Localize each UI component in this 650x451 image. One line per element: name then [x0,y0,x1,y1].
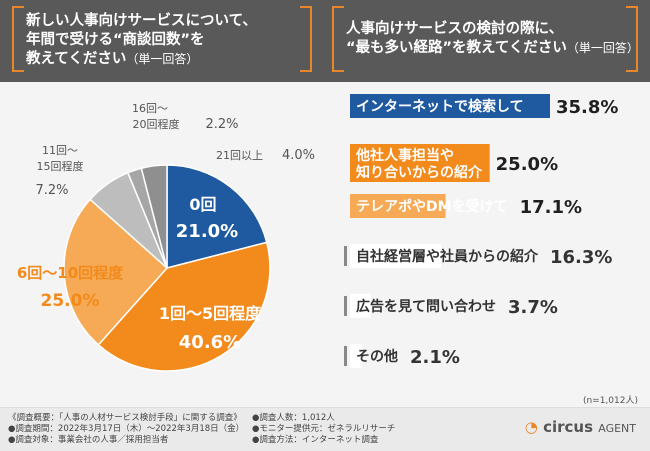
bar [350,144,490,182]
slice-label-0: 0回 [189,195,216,214]
slice-label-3b: 15回程度 [37,159,84,173]
slice-value-4: 2.2% [205,117,238,132]
survey-info-col2: ●調査人数：1,012人 ●モニター提供元：ゼネラルリサーチ ●調査方法：インタ… [252,413,396,445]
bar-accent [344,296,347,316]
slice-label-4a: 16回〜 [132,102,168,115]
bracket-corner [300,6,310,8]
bracket-corner [626,70,636,72]
bar [350,244,442,268]
bar-category-label: インターネットで検索して [356,98,524,115]
bracket-corner [300,70,310,72]
bar-category-label: 広告を見て問い合わせ [356,298,496,315]
bar-accent [344,346,347,366]
slice-label-4b: 20回程度 [133,117,180,131]
left-question-box: 新しい人事向けサービスについて、 年間で受ける“商談回数”を 教えてください（単… [12,6,312,72]
bar-category-label: テレアポやDMを受けて [356,198,508,215]
bracket-corner [626,6,636,8]
bar-category-label: 他社人事担当や [355,147,454,164]
slice-label-1: 1回〜5回程度 [159,304,262,323]
bar [350,194,446,218]
bracket-corner [334,70,344,72]
slice-value-1: 40.6% [179,332,241,353]
bar-value-label: 25.0% [496,154,558,175]
pie-slice [140,164,168,269]
slice-value-3: 7.2% [35,183,68,198]
bar-category-label: その他 [356,348,398,365]
left-question-note: （単一回答） [126,52,199,66]
bracket-corner [14,70,24,72]
logo-mark-icon: ◔ [524,418,538,436]
bar-value-label: 35.8% [556,97,618,118]
pie-slice [97,241,271,372]
slice-label-2: 6回〜10回程度 [17,264,124,282]
bar-value-label: 17.1% [520,197,582,218]
pie-slice [166,164,268,269]
bar [350,344,362,368]
right-question-note: （単一回答） [566,41,639,55]
bar [350,94,550,118]
header-bar: 新しい人事向けサービスについて、 年間で受ける“商談回数”を 教えてください（単… [0,0,650,82]
bar-category-label: 知り合いからの紹介 [356,164,483,181]
left-question-title: 新しい人事向けサービスについて、 年間で受ける“商談回数”を 教えてください（単… [26,13,257,67]
slice-value-5: 4.0% [282,148,315,163]
bracket-corner [14,6,24,8]
bar-value-label: 2.1% [410,347,460,368]
bar-value-label: 3.7% [508,297,558,318]
circus-agent-logo: ◔ circus AGENT [524,418,636,436]
slice-label-5: 21回以上 [216,149,263,162]
pie-chart: 0回 21.0% 1回〜5回程度 40.6% 6回〜10回程度 25.0% 11回〜 15回程… [17,102,315,372]
right-question-box: 人事向けサービスの検討の際に、 “最も多い経路”を教えてください（単一回答） [332,6,639,72]
slice-value-0: 21.0% [176,221,238,242]
bar-accent [344,246,347,266]
bar-category-label: 自社経営層や社員からの紹介 [356,248,539,265]
right-question-title: 人事向けサービスの検討の際に、 “最も多い経路”を教えてください（単一回答） [346,21,639,56]
survey-footer: 《調査概要：「人事の人材サービス検討手段」に関する調査》 ●調査期間：2022年… [0,407,650,451]
slice-label-3a: 11回〜 [42,144,78,157]
sample-size-note: (n=1,012人) [582,396,638,406]
survey-info-col1: 《調査概要：「人事の人材サービス検討手段」に関する調査》 ●調査期間：2022年… [8,413,245,445]
bar-value-label: 16.3% [550,247,612,268]
bracket-corner [334,6,344,8]
slice-value-2: 25.0% [41,291,100,311]
bar [350,294,371,318]
pie-slice [63,198,169,346]
main-area: 0回 21.0% 1回〜5回程度 40.6% 6回〜10回程度 25.0% 11回〜 15回程… [0,82,650,407]
